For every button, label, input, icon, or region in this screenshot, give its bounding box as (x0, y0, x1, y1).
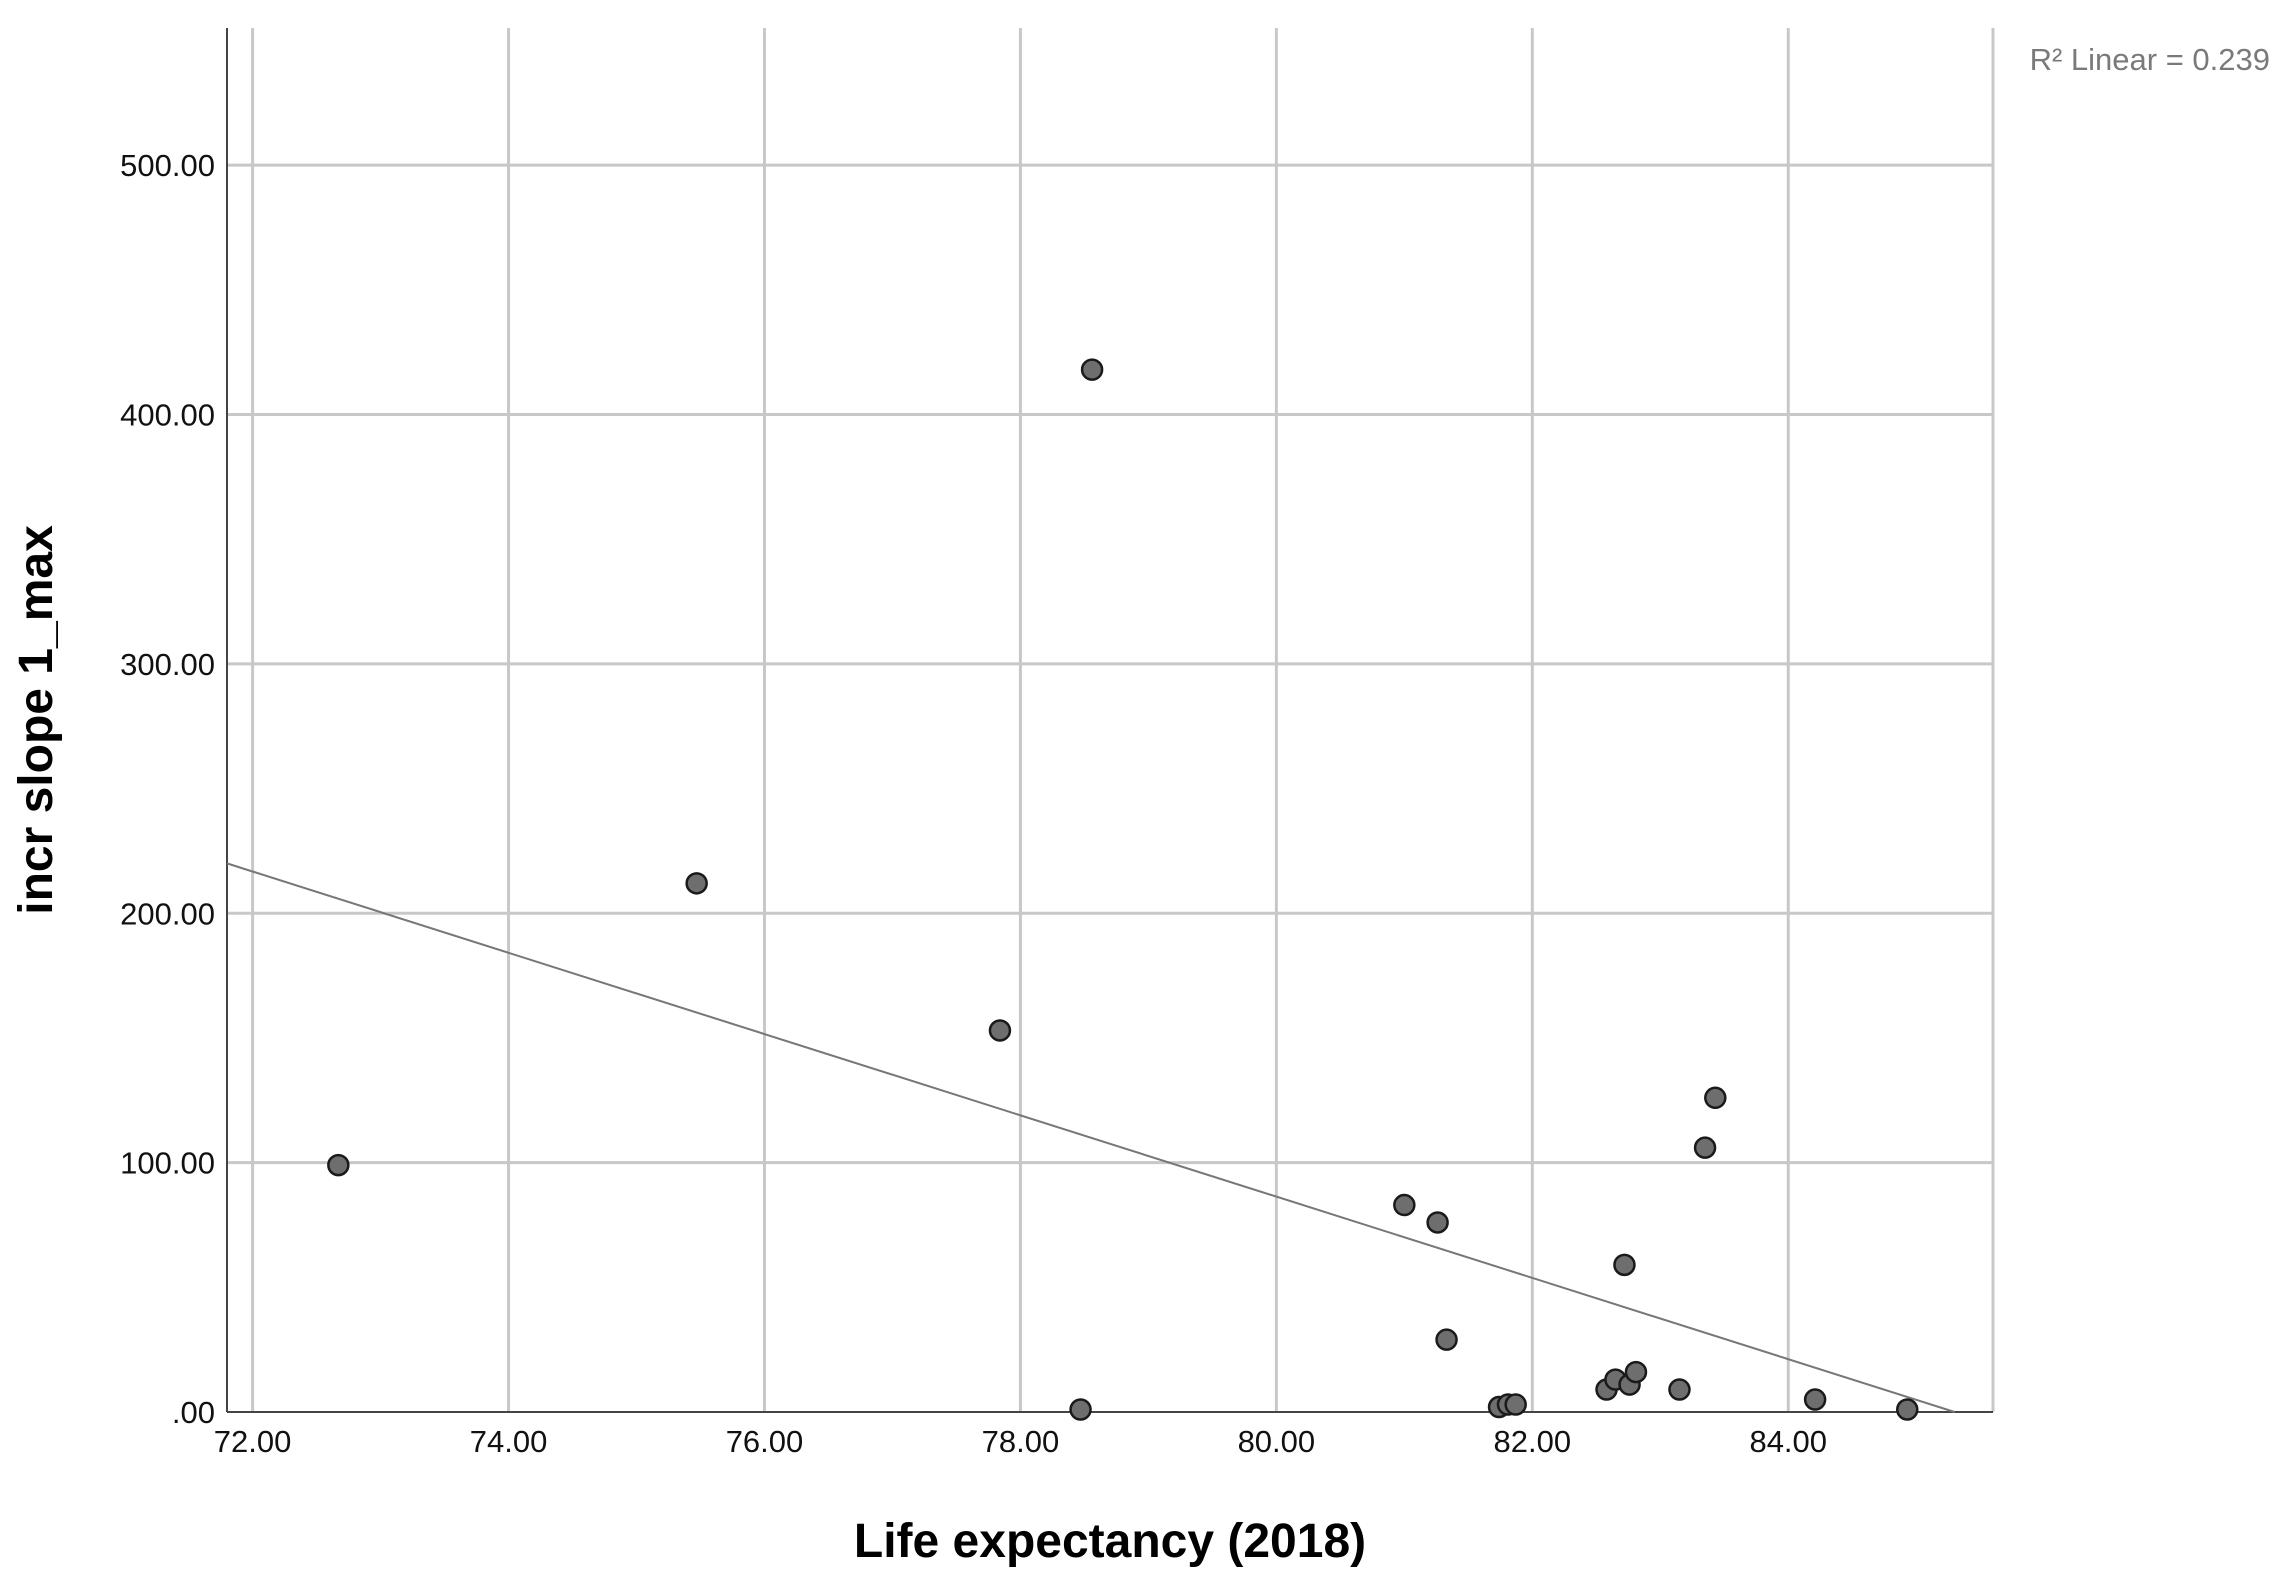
data-point (1393, 1193, 1416, 1217)
y-tick-label: 200.00 (120, 896, 215, 931)
axes (226, 28, 1993, 1413)
y-tick-label: 300.00 (120, 647, 215, 682)
data-point (1426, 1211, 1449, 1234)
x-tick-label: 74.00 (470, 1424, 548, 1459)
y-tick-labels: .00 100.00 200.00 300.00 400.00 500.00 (120, 148, 215, 1430)
regression-fit-line (226, 862, 1955, 1413)
data-point (685, 872, 708, 895)
y-tick-label: 400.00 (120, 398, 215, 433)
y-tick-label: .00 (172, 1395, 215, 1430)
data-point (1504, 1393, 1527, 1416)
data-point (1704, 1086, 1727, 1110)
x-tick-label: 82.00 (1494, 1424, 1572, 1459)
fit-line-group (226, 862, 1955, 1413)
data-point (1613, 1253, 1636, 1277)
x-tick-label: 84.00 (1749, 1424, 1827, 1459)
data-points (327, 358, 1919, 1421)
x-tick-label: 76.00 (726, 1424, 804, 1459)
grid-lines (227, 28, 1995, 1412)
x-axis-title: Life expectancy (2018) (854, 1515, 1366, 1568)
data-point (1693, 1136, 1717, 1159)
data-point (1080, 358, 1104, 381)
y-axis-title: incr slope 1_max (10, 525, 63, 915)
data-point (1803, 1388, 1827, 1411)
data-point (327, 1153, 350, 1177)
y-tick-label: 500.00 (120, 148, 215, 183)
x-tick-label: 72.00 (214, 1424, 292, 1459)
x-tick-labels: 72.00 74.00 76.00 78.00 80.00 82.00 84.00 (214, 1424, 1827, 1459)
data-point (1069, 1398, 1092, 1421)
x-tick-label: 80.00 (1238, 1424, 1316, 1459)
data-point (1896, 1398, 1919, 1421)
data-point (1668, 1378, 1691, 1401)
data-point (1624, 1360, 1648, 1384)
data-point (988, 1019, 1012, 1042)
r-squared-label: R² Linear = 0.239 (2030, 42, 2270, 77)
x-tick-label: 78.00 (982, 1424, 1060, 1459)
y-tick-label: 100.00 (120, 1146, 215, 1181)
data-point (1435, 1328, 1458, 1351)
